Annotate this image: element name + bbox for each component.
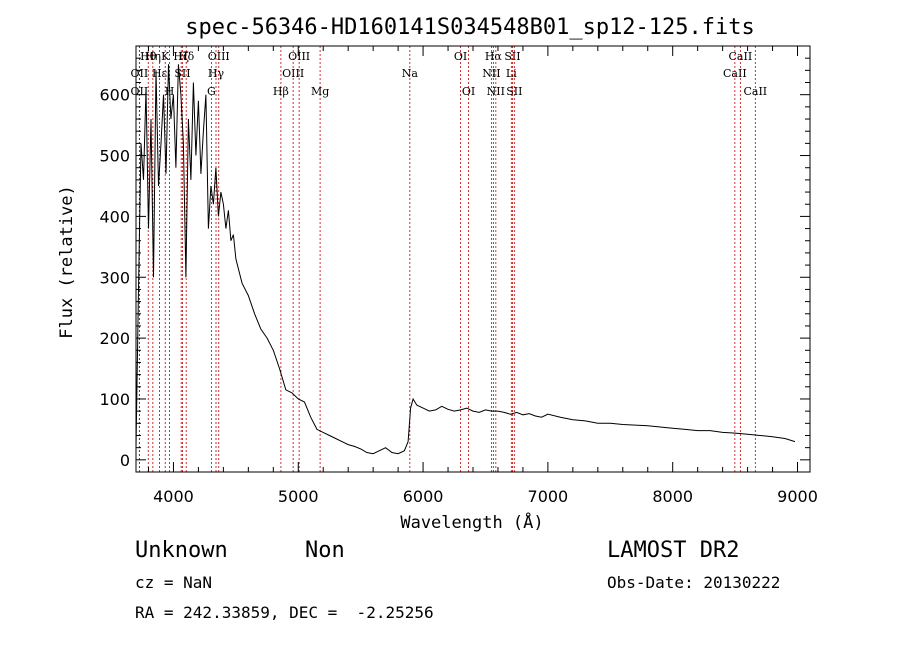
line-marker-label-10: OIII	[208, 50, 230, 63]
line-marker-label-20: Hα	[485, 50, 503, 63]
line-marker-label-15: OIII	[288, 50, 310, 63]
line-marker-label-21: NII	[482, 67, 500, 80]
line-marker-label-13: Hβ	[273, 85, 289, 98]
line-marker-label-14: OIII	[282, 67, 304, 80]
y-axis-label: Flux (relative)	[57, 185, 77, 339]
line-marker-label-5: K	[161, 50, 170, 63]
x-axis-ticks: 4000 5000 6000 7000 8000 9000	[147, 46, 818, 506]
line-marker-label-23: SII	[504, 50, 520, 63]
x-tick-label-1: 5000	[278, 487, 319, 506]
object-subtype: Non	[305, 538, 345, 563]
line-marker-label-16: Mg	[311, 85, 329, 98]
y-tick-label-2: 200	[99, 329, 130, 348]
line-marker-label-12: G	[207, 85, 216, 98]
line-marker-label-11: Hγ	[208, 67, 225, 80]
line-marker-label-28: CaII	[743, 85, 767, 98]
line-marker-label-3: Hη	[145, 50, 161, 63]
line-marker-label-18: OI	[454, 50, 467, 63]
y-tick-label-4: 400	[99, 207, 130, 226]
line-marker-label-25: SII	[506, 85, 522, 98]
line-marker-label-9: Hζ	[173, 50, 189, 63]
line-marker-label-19: OI	[462, 85, 475, 98]
y-tick-label-5: 500	[99, 147, 130, 166]
line-marker-label-8: SII	[174, 67, 190, 80]
y-tick-label-3: 300	[99, 268, 130, 287]
object-type: Unknown	[135, 538, 228, 563]
plot-frame	[135, 45, 811, 473]
x-axis-label: Wavelength (Å)	[400, 511, 543, 533]
redshift-cz: cz = NaN	[135, 573, 213, 592]
x-tick-label-3: 7000	[528, 487, 569, 506]
line-marker-label-1: OII	[131, 67, 149, 80]
line-marker-label-26: CaII	[729, 50, 753, 63]
y-tick-label-0: 0	[120, 451, 130, 470]
observation-date: Obs-Date: 20130222	[607, 573, 781, 592]
spectrum-line	[135, 64, 796, 455]
x-tick-label-0: 4000	[153, 487, 194, 506]
line-marker-label-22: NII	[487, 85, 505, 98]
y-tick-label-6: 600	[99, 86, 130, 105]
x-tick-label-2: 6000	[403, 487, 444, 506]
survey-name: LAMOST DR2	[607, 538, 740, 563]
x-tick-label-4: 8000	[652, 487, 693, 506]
line-marker-label-27: CaII	[723, 67, 747, 80]
line-marker-label-17: Na	[402, 67, 419, 80]
coordinates: RA = 242.33859, DEC = -2.25256	[135, 603, 434, 622]
x-tick-label-5: 9000	[777, 487, 818, 506]
spectrum-series	[135, 64, 796, 455]
chart-title: spec-56346-HD160141S034548B01_sp12-125.f…	[185, 15, 755, 40]
line-marker-label-24: Li	[506, 67, 517, 80]
y-tick-label-1: 100	[99, 390, 130, 409]
y-axis-ticks: 0 100 200 300 400 500 600	[99, 57, 810, 470]
